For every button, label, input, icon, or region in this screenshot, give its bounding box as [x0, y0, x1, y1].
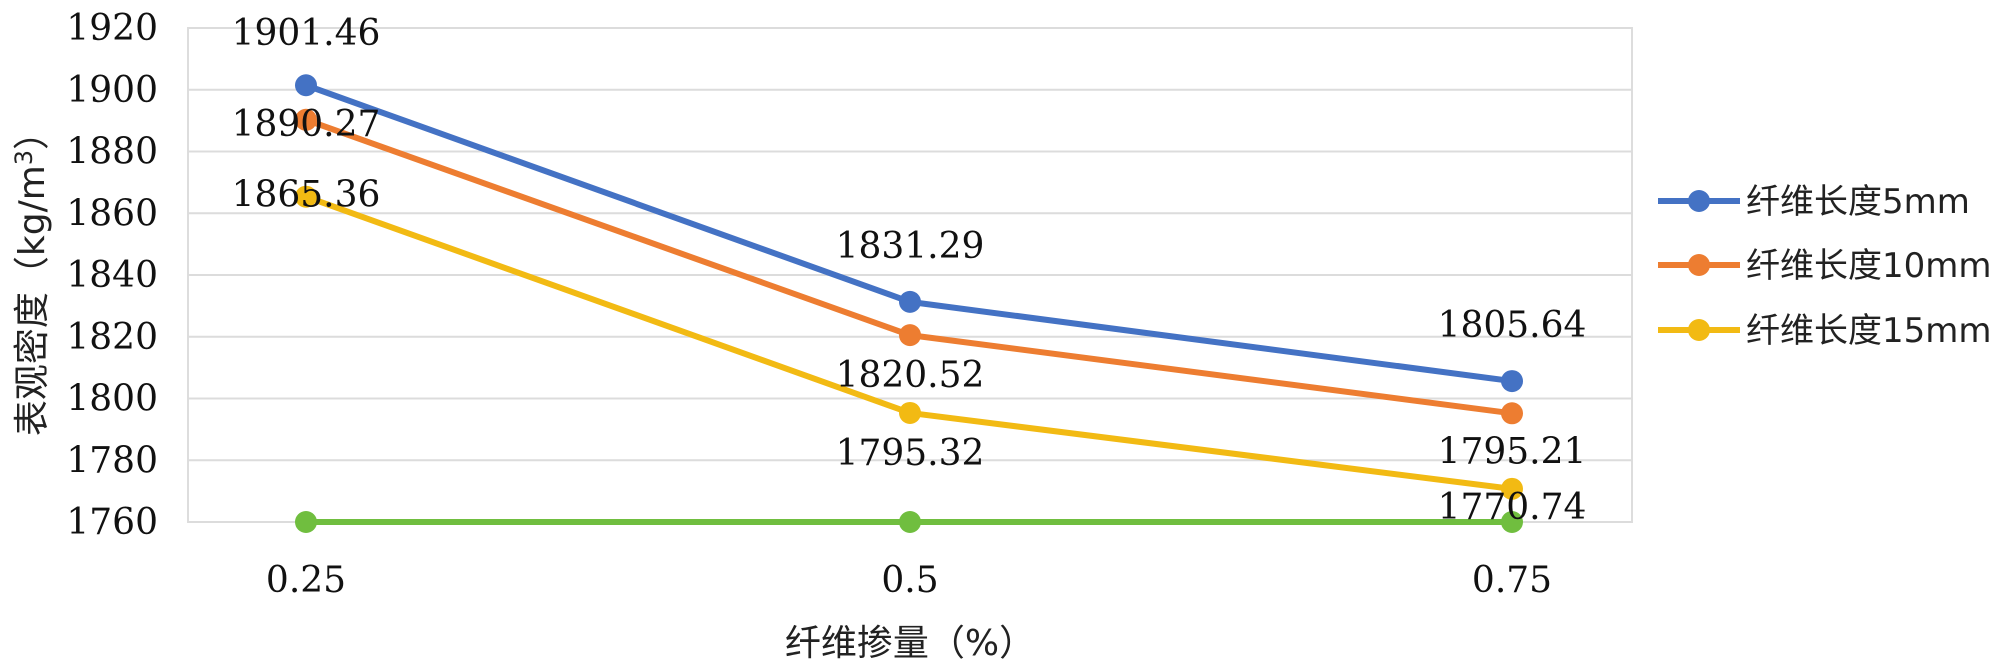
data-label: 1820.52 [836, 355, 985, 396]
data-point [295, 74, 317, 97]
data-label: 1901.46 [232, 13, 381, 54]
y-tick-label: 1860 [66, 193, 158, 234]
y-tick-label: 1820 [66, 317, 158, 358]
x-tick-label: 0.5 [881, 560, 938, 601]
data-label: 1795.21 [1438, 431, 1587, 472]
y-tick-label: 1900 [66, 70, 158, 111]
y-tick-label: 1840 [66, 255, 158, 296]
y-axis-title-superscript: 3 [10, 150, 38, 165]
data-point [899, 401, 921, 424]
x-tick-label: 0.75 [1472, 560, 1552, 601]
legend: 纤维长度5mm 纤维长度10mm 纤维长度15mm [1658, 182, 1992, 351]
y-tick-label: 1920 [66, 8, 158, 49]
legend-label: 纤维长度5mm [1746, 182, 1970, 222]
data-label: 1865.36 [232, 175, 381, 216]
data-label: 1890.27 [232, 104, 381, 145]
x-tick-label: 0.25 [266, 560, 346, 601]
data-point [899, 511, 921, 533]
data-point [1501, 477, 1523, 500]
axes: 1760 1780 1800 1820 1840 1860 1880 1900 1920 0.25… [10, 8, 1552, 664]
y-tick-label: 1780 [66, 440, 158, 481]
data-point [1501, 511, 1523, 533]
legend-label: 纤维长度15mm [1746, 311, 1992, 351]
data-label: 1805.64 [1438, 305, 1587, 346]
data-point [899, 290, 921, 313]
y-tick-label: 1880 [66, 132, 158, 173]
data-label: 1795.32 [836, 433, 985, 474]
data-label: 1831.29 [836, 226, 985, 267]
y-axis-title: 表观密度（kg/m3） [10, 114, 53, 436]
y-axis-title-suffix: ） [12, 114, 53, 150]
y-tick-label: 1760 [66, 502, 158, 543]
data-point [295, 185, 317, 208]
legend-marker [1688, 254, 1710, 276]
data-point [899, 324, 921, 347]
data-point [295, 511, 317, 533]
series-lines [295, 74, 1523, 533]
legend-label: 纤维长度10mm [1746, 246, 1992, 286]
y-tick-label: 1800 [66, 379, 158, 420]
data-labels: 1901.46 1831.29 1805.64 1890.27 1820.52 1795.… [232, 13, 1587, 528]
data-label: 1770.74 [1438, 487, 1587, 528]
data-point [295, 108, 317, 131]
x-axis-title: 纤维掺量（%） [785, 623, 1035, 664]
data-point [1501, 402, 1523, 425]
legend-marker [1688, 319, 1710, 341]
y-axis-title-main: 表观密度（kg/m [12, 165, 53, 436]
legend-marker [1688, 190, 1710, 212]
data-point [1501, 370, 1523, 393]
